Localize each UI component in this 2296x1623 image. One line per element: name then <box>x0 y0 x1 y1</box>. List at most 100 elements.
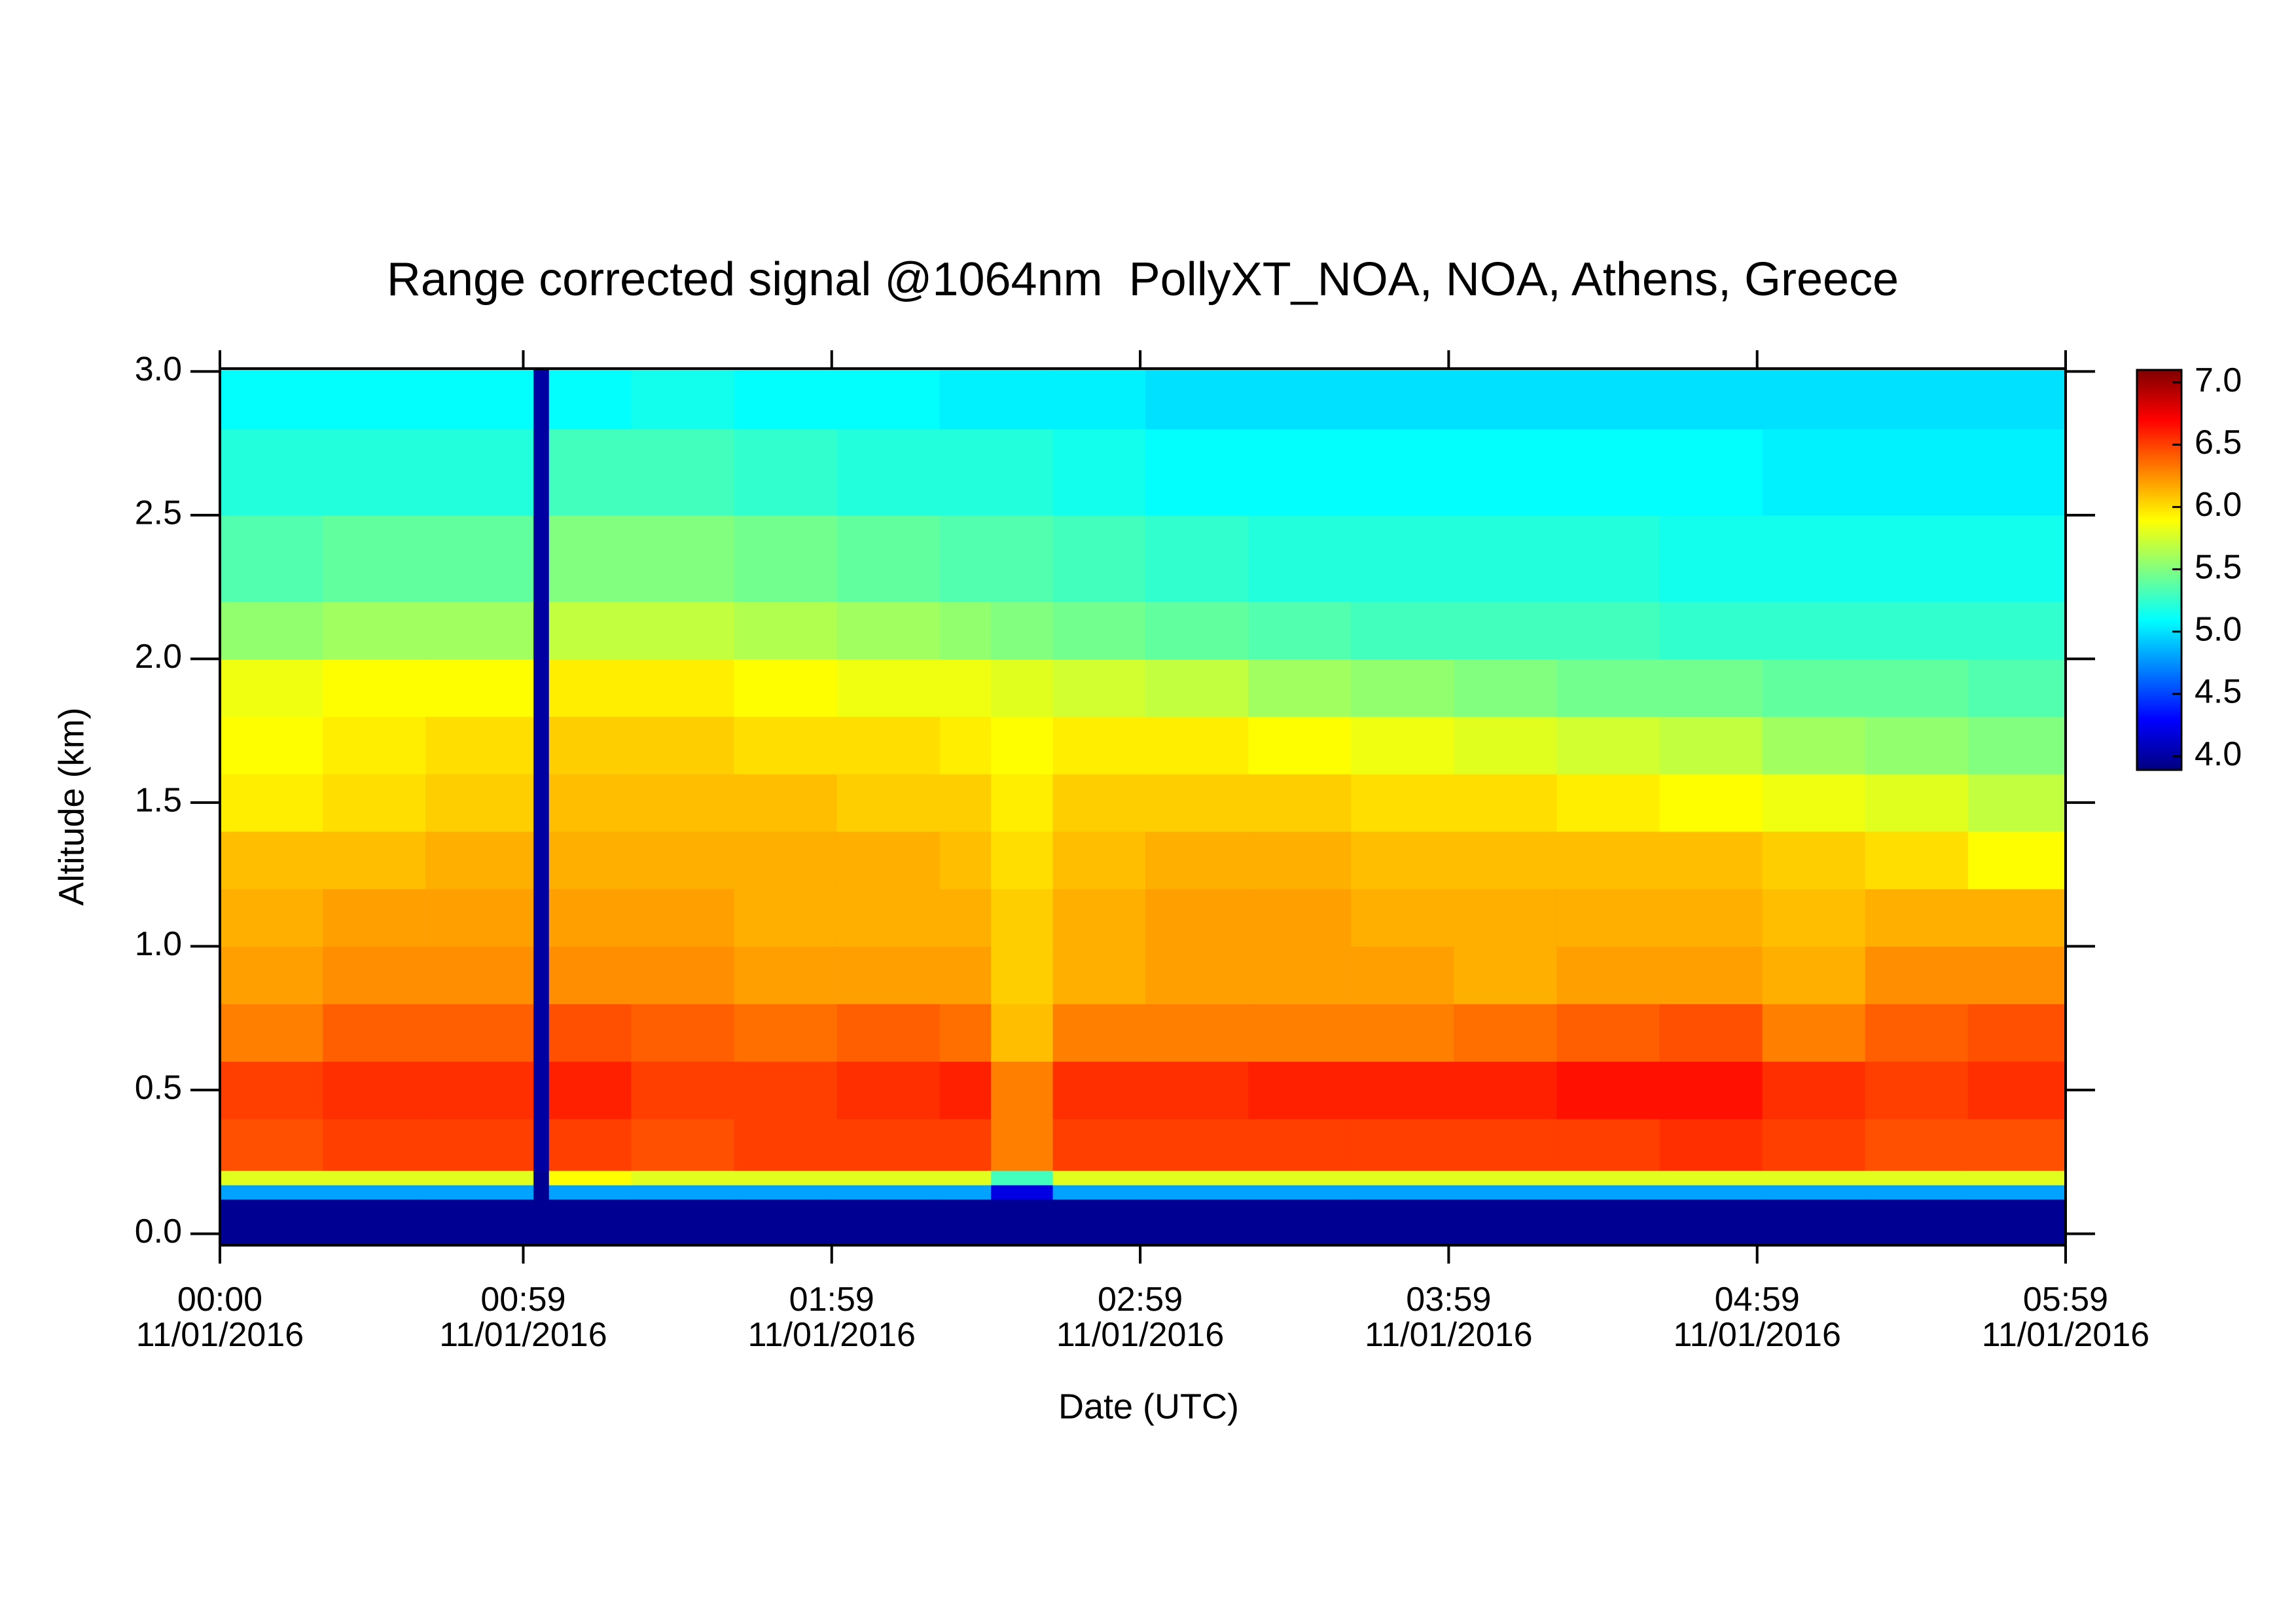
heatmap-cell <box>991 659 1054 717</box>
heatmap-cell <box>1659 888 1763 947</box>
heatmap-cell <box>1967 888 2066 947</box>
heatmap-cell <box>1967 429 2066 516</box>
heatmap-cell <box>1052 1004 1146 1062</box>
heatmap-cell <box>1556 946 1660 1004</box>
chart-title: Range corrected signal @1064nm PollyXT_N… <box>387 253 1899 306</box>
x-tick-label: 00:00 11/01/2016 <box>135 1281 304 1354</box>
heatmap-cell <box>631 369 735 429</box>
heatmap-cell <box>836 1004 941 1062</box>
heatmap-cell <box>323 946 426 1004</box>
heatmap-cell <box>1556 831 1660 890</box>
heatmap-cell <box>533 659 550 717</box>
heatmap-cell <box>991 1004 1054 1062</box>
heatmap-cell <box>1248 1118 1352 1171</box>
heatmap-cell <box>1052 946 1146 1004</box>
heatmap-cell <box>425 1170 534 1186</box>
heatmap-cell <box>631 601 735 660</box>
heatmap-cell <box>991 1061 1054 1120</box>
heatmap-cell <box>1762 1004 1866 1062</box>
heatmap-cell <box>425 888 534 947</box>
heatmap-cell <box>1351 1004 1454 1062</box>
heatmap-cell <box>323 1199 426 1246</box>
x-axis-label: Date (UTC) <box>1058 1387 1239 1426</box>
heatmap-cell <box>939 946 992 1004</box>
heatmap-cell <box>631 946 735 1004</box>
heatmap-cell <box>1556 1170 1660 1186</box>
heatmap-cell <box>631 1061 735 1120</box>
heatmap-cell <box>1865 1061 1969 1120</box>
heatmap-cell <box>836 888 941 947</box>
heatmap-cell <box>1762 601 1866 660</box>
heatmap-cell <box>220 774 323 832</box>
heatmap-cell <box>323 429 426 516</box>
heatmap-cell <box>1052 515 1146 602</box>
heatmap-cell <box>836 774 941 832</box>
heatmap-cell <box>548 946 632 1004</box>
heatmap-cell <box>533 601 550 660</box>
heatmap-cell <box>631 1118 735 1171</box>
heatmap-cell <box>1351 888 1454 947</box>
colorbar-tick-label: 5.0 <box>2195 610 2242 648</box>
heatmap-cell <box>1967 1061 2066 1120</box>
heatmap-cell <box>939 888 992 947</box>
heatmap-cell <box>734 946 838 1004</box>
heatmap-cell <box>548 515 632 602</box>
colorbar-tick-label: 6.0 <box>2195 486 2242 524</box>
heatmap-cell <box>1659 515 1763 602</box>
heatmap-cell <box>991 369 1054 429</box>
heatmap-cell <box>220 429 323 516</box>
heatmap-cell <box>631 831 735 890</box>
heatmap-cell <box>1865 1199 1969 1246</box>
heatmap-cell <box>1145 1118 1249 1171</box>
heatmap-cell <box>425 946 534 1004</box>
heatmap-cell <box>1145 369 1249 429</box>
heatmap-cell <box>1351 369 1454 429</box>
heatmap-cell <box>1556 1004 1660 1062</box>
y-tick-label: 2.5 <box>135 494 182 532</box>
colorbar-tick-label: 4.5 <box>2195 673 2242 711</box>
heatmap-cell <box>1865 1170 1969 1186</box>
heatmap-cell <box>1659 369 1763 429</box>
heatmap-cell <box>1865 1004 1969 1062</box>
heatmap-cell <box>220 1061 323 1120</box>
heatmap-cell <box>991 1199 1054 1246</box>
heatmap-cell <box>1556 659 1660 717</box>
heatmap-cell <box>548 1170 632 1186</box>
heatmap-cell <box>1865 1184 1969 1200</box>
heatmap-cell <box>1762 831 1866 890</box>
heatmap-cell <box>1145 888 1249 947</box>
heatmap-cell <box>220 659 323 717</box>
heatmap-cell <box>631 1184 735 1200</box>
heatmap-cell <box>425 831 534 890</box>
heatmap-cell <box>1762 888 1866 947</box>
heatmap-cell <box>734 1004 838 1062</box>
heatmap-cell <box>631 1004 735 1062</box>
heatmap-cell <box>1865 429 1969 516</box>
heatmap-cell <box>1454 946 1557 1004</box>
heatmap-cell <box>1052 429 1146 516</box>
heatmap-cell <box>1659 831 1763 890</box>
heatmap-cell <box>734 369 838 429</box>
heatmap-cell <box>1659 1170 1763 1186</box>
heatmap-cell <box>1967 369 2066 429</box>
heatmap-cell <box>991 515 1054 602</box>
heatmap-cell <box>1052 1170 1146 1186</box>
heatmap-cell <box>734 1118 838 1171</box>
heatmap-cell <box>1967 1004 2066 1062</box>
heatmap-cell <box>548 659 632 717</box>
heatmap-cell <box>939 601 992 660</box>
heatmap-cell <box>631 774 735 832</box>
heatmap-cell <box>1052 369 1146 429</box>
heatmap-cell <box>1454 429 1557 516</box>
heatmap-cell <box>939 1199 992 1246</box>
heatmap-cell <box>1865 659 1969 717</box>
heatmap-cell <box>548 1199 632 1246</box>
y-tick-label: 0.5 <box>135 1069 182 1107</box>
heatmap-cell <box>1145 1170 1249 1186</box>
heatmap-cell <box>836 946 941 1004</box>
heatmap-cell <box>220 716 323 775</box>
heatmap-cell <box>1248 515 1352 602</box>
heatmap-cell <box>533 1004 550 1062</box>
heatmap-cell <box>1762 429 1866 516</box>
